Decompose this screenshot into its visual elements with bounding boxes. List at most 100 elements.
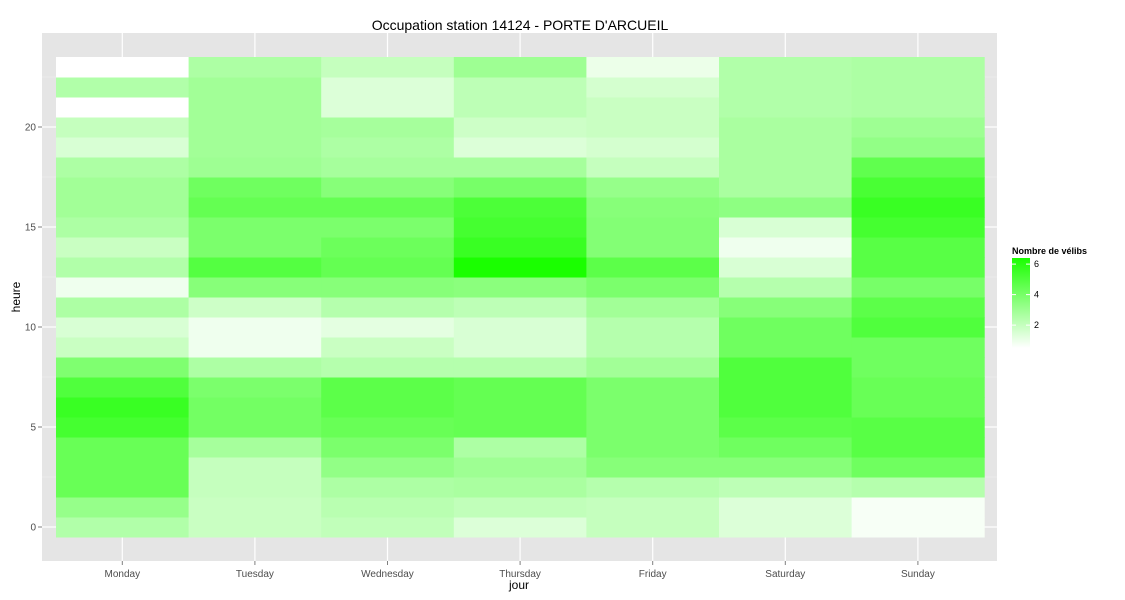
heatmap-cell	[453, 417, 587, 438]
heatmap-cell	[321, 337, 455, 358]
heatmap-cell	[56, 157, 190, 178]
heatmap-cell	[56, 117, 190, 138]
heatmap-cell	[586, 437, 720, 458]
heatmap-cell	[321, 357, 455, 378]
heatmap-cell	[586, 317, 720, 338]
heatmap-cell	[586, 57, 720, 78]
heatmap-cell	[321, 217, 455, 238]
heatmap-cell	[586, 517, 720, 538]
heatmap-cell	[586, 417, 720, 438]
heatmap-cell	[56, 457, 190, 478]
heatmap-cell	[56, 377, 190, 398]
y-axis-ticks: 0 5 10 15 20	[25, 123, 42, 534]
heatmap-cell	[719, 97, 853, 118]
heatmap-cell	[719, 457, 853, 478]
heatmap-cell	[321, 297, 455, 318]
heatmap-cell	[56, 477, 190, 498]
heatmap-cell	[851, 117, 985, 138]
heatmap-cell	[321, 257, 455, 278]
heatmap-cell	[851, 97, 985, 118]
x-tick-label: Sunday	[901, 569, 935, 580]
x-tick-label: Thursday	[499, 569, 541, 580]
heatmap-cell	[188, 517, 322, 538]
legend-title: Nombre de vélibs	[1012, 246, 1087, 256]
heatmap-cell	[188, 217, 322, 238]
x-axis-title: jour	[508, 578, 529, 592]
heatmap-cell	[56, 277, 190, 298]
y-tick-label: 0	[30, 523, 36, 534]
heatmap-cell	[851, 297, 985, 318]
heatmap-cell	[56, 297, 190, 318]
heatmap-cell	[56, 97, 190, 118]
heatmap-cell	[453, 377, 587, 398]
y-axis-title: heure	[9, 281, 23, 312]
heatmap-cell	[56, 217, 190, 238]
y-tick-label: 20	[25, 123, 37, 134]
heatmap-cell	[719, 217, 853, 238]
heatmap-cell	[56, 137, 190, 158]
heatmap-cell	[321, 517, 455, 538]
heatmap-cell	[586, 377, 720, 398]
heatmap-cell	[851, 137, 985, 158]
heatmap-cell	[586, 497, 720, 518]
heatmap-cell	[453, 337, 587, 358]
heatmap-cell	[453, 277, 587, 298]
heatmap-cell	[56, 417, 190, 438]
heatmap-cell	[453, 57, 587, 78]
heatmap-cell	[586, 297, 720, 318]
heatmap-cell	[321, 97, 455, 118]
heatmap-cell	[586, 177, 720, 198]
heatmap-cell	[586, 217, 720, 238]
heatmap-cell	[453, 237, 587, 258]
heatmap-cell	[56, 337, 190, 358]
heatmap-cell	[321, 377, 455, 398]
legend-ticks: 2 4 6	[1012, 259, 1039, 330]
heatmap-cell	[56, 237, 190, 258]
heatmap-cell	[851, 497, 985, 518]
heatmap-cell	[851, 157, 985, 178]
heatmap-cell	[851, 397, 985, 418]
heatmap-cell	[56, 257, 190, 278]
heatmap-cell	[321, 437, 455, 458]
heatmap-cell	[851, 217, 985, 238]
legend-tick-label: 2	[1034, 320, 1039, 330]
legend-colorbar	[1012, 258, 1030, 348]
heatmap-cell	[851, 377, 985, 398]
heatmap-cell	[188, 97, 322, 118]
heatmap-cell	[453, 297, 587, 318]
heatmap-cell	[188, 417, 322, 438]
heatmap-cell	[719, 257, 853, 278]
heatmap-cell	[453, 517, 587, 538]
heatmap-cell	[453, 397, 587, 418]
x-tick-label: Saturday	[765, 569, 805, 580]
heatmap-cell	[851, 277, 985, 298]
heatmap-cell	[188, 137, 322, 158]
heatmap-cell	[188, 157, 322, 178]
heatmap-cell	[586, 277, 720, 298]
heatmap-cell	[719, 277, 853, 298]
y-tick-label: 10	[25, 323, 37, 334]
heatmap-cell	[851, 437, 985, 458]
heatmap-cell	[188, 357, 322, 378]
heatmap-cell	[586, 457, 720, 478]
x-tick-label: Friday	[639, 569, 667, 580]
heatmap-cell	[188, 297, 322, 318]
heatmap-cell	[719, 157, 853, 178]
y-tick-label: 5	[30, 423, 36, 434]
heatmap-cell	[851, 57, 985, 78]
heatmap-cell	[321, 57, 455, 78]
heatmap-cell	[188, 397, 322, 418]
heatmap-cell	[453, 137, 587, 158]
heatmap-cell	[321, 77, 455, 98]
heatmap-cell	[719, 57, 853, 78]
heatmap-cell	[453, 257, 587, 278]
legend: Nombre de vélibs 2 4 6	[1012, 246, 1087, 348]
heatmap-cell	[586, 197, 720, 218]
legend-tick-label: 4	[1034, 290, 1039, 300]
heatmap-cell	[321, 397, 455, 418]
heatmap-cell	[321, 237, 455, 258]
heatmap-cell	[453, 477, 587, 498]
heatmap-cell	[188, 237, 322, 258]
heatmap-cell	[851, 197, 985, 218]
heatmap-cell	[719, 237, 853, 258]
